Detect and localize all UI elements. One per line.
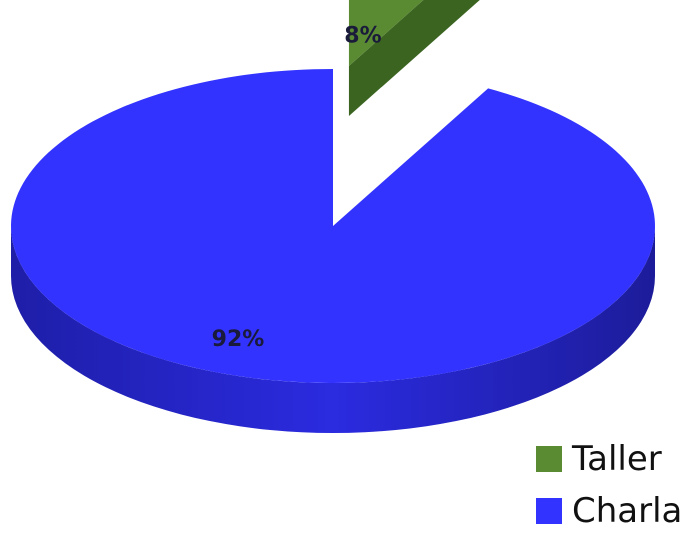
data-label-taller: 8% xyxy=(344,23,381,48)
legend-label-charla: Charla xyxy=(572,491,682,531)
pie-slice-charla xyxy=(11,69,655,383)
data-label-charla: 92% xyxy=(212,327,265,352)
legend-label-taller: Taller xyxy=(572,439,662,479)
legend-item-charla: Charla xyxy=(536,492,682,530)
legend-swatch-charla xyxy=(536,498,562,524)
legend-swatch-taller xyxy=(536,446,562,472)
legend-item-taller: Taller xyxy=(536,440,682,478)
legend: Taller Charla xyxy=(536,440,682,544)
